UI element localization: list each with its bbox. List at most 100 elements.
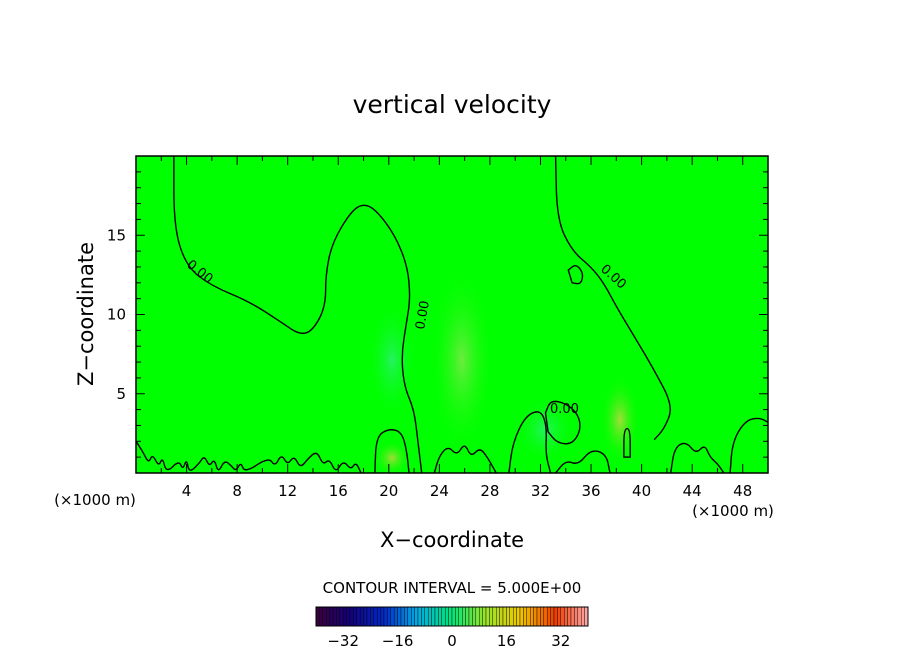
mid-right-closed-contour (544, 400, 581, 445)
colorbar-cell (319, 606, 323, 627)
y-tick-label: 10 (107, 306, 126, 324)
updraft-shade (430, 265, 494, 455)
ground-contour-mid (433, 445, 497, 473)
colorbar-cell (431, 606, 436, 627)
x-tick-label: 16 (329, 482, 348, 500)
colorbar-cell (502, 606, 507, 627)
x-tick-label: 24 (430, 482, 449, 500)
colorbar-cell (519, 606, 524, 627)
colorbar-cell (346, 606, 351, 627)
colorbar-cell (404, 606, 408, 627)
colorbar-cell (506, 606, 510, 627)
x-unit-right: (×1000 m) (692, 502, 774, 520)
colorbar-cell (489, 606, 493, 627)
colorbar-cell (496, 606, 500, 627)
colorbar-cell (462, 606, 466, 627)
contour-label: 0.00 (550, 402, 579, 417)
colorbar-cell (448, 606, 453, 627)
colorbar-cell (472, 606, 476, 627)
colorbar-cell (366, 606, 371, 627)
colorbar-cell (533, 606, 538, 627)
x-tick-label: 20 (379, 482, 398, 500)
colorbar-cell (516, 606, 521, 627)
x-tick-label: 40 (632, 482, 651, 500)
colorbar-cell (543, 606, 548, 627)
colorbar-cell (455, 606, 459, 627)
colorbar-cell (417, 606, 422, 627)
colorbar-cell (577, 606, 582, 627)
colorbar-cell (536, 606, 541, 627)
y-tick-label: 5 (116, 385, 126, 403)
x-tick-label: 8 (232, 482, 242, 500)
chart-title: vertical velocity (353, 90, 552, 119)
colorbar-cell (421, 606, 425, 627)
colorbar-cell (383, 606, 388, 627)
colorbar-cell (322, 606, 327, 627)
colorbar-cell (553, 606, 558, 627)
y-tick-label: 15 (107, 226, 126, 244)
colorbar-cell (377, 606, 381, 627)
x-tick-label: 48 (733, 482, 752, 500)
x-tick-label: 32 (531, 482, 550, 500)
colorbar-frame (315, 606, 589, 627)
x-axis-label: X−coordinate (380, 528, 524, 552)
colorbar-cell (560, 606, 565, 627)
ground-contour-left (136, 440, 362, 473)
velocity-shading (136, 156, 768, 473)
updraft-shade-right (600, 375, 640, 465)
colorbar-tick-label: 0 (447, 632, 457, 650)
colorbar-cell (360, 606, 364, 627)
colorbar-cell (564, 606, 568, 627)
colorbar-cell (482, 606, 487, 627)
colorbar-cell (513, 606, 517, 627)
colorbar-cell (390, 606, 395, 627)
colorbar-cell (485, 606, 490, 627)
colorbar-cell (434, 606, 439, 627)
colorbar-cell (550, 606, 555, 627)
colorbar-cell (329, 606, 334, 627)
colorbar-cell (584, 606, 589, 627)
colorbar-cell (567, 606, 572, 627)
colorbar-cell (499, 606, 504, 627)
colorbar-cell (475, 606, 480, 627)
colorbar-cell (336, 606, 340, 627)
colorbar-tick-label: 16 (497, 632, 516, 650)
x-tick-label: 36 (581, 482, 600, 500)
colorbar-cell (394, 606, 398, 627)
colorbar-cell (326, 606, 330, 627)
colorbar-cell (468, 606, 473, 627)
x-tick-label: 28 (480, 482, 499, 500)
colorbar-cell (530, 606, 534, 627)
colorbar-tick-labels: −32 −16 0 16 32 (327, 632, 570, 650)
x-tick-label: 4 (182, 482, 192, 500)
upper-right-closed-contour (567, 265, 584, 285)
far-right-contour (729, 417, 768, 473)
colorbar-cell (526, 606, 531, 627)
y-tick-labels: 5 10 15 (107, 226, 126, 403)
colorbar-cell (407, 606, 412, 627)
colorbar-cell (315, 606, 320, 627)
colorbar-cell (451, 606, 456, 627)
x-tick-label: 12 (278, 482, 297, 500)
colorbar-cell (356, 606, 361, 627)
y-axis-label: Z−coordinate (74, 242, 98, 386)
colorbar-cell (414, 606, 419, 627)
colorbar-cell (438, 606, 442, 627)
colorbar-cell (570, 606, 575, 627)
colorbar-cell (353, 606, 357, 627)
contour-interval-text: CONTOUR INTERVAL = 5.000E+00 (323, 579, 582, 597)
colorbar-cell (349, 606, 354, 627)
colorbar-cell (424, 606, 429, 627)
colorbar (315, 606, 589, 627)
right-zero-contour (554, 156, 671, 441)
colorbar-cell (479, 606, 483, 627)
x-unit-left: (×1000 m) (54, 491, 136, 509)
axis-ticks (136, 156, 768, 473)
x-tick-label: 44 (683, 482, 702, 500)
colorbar-tick-label: 32 (551, 632, 570, 650)
ground-contour-far-right (670, 442, 725, 473)
colorbar-cell (387, 606, 391, 627)
low-updraft-shade (374, 440, 410, 473)
left-zero-contour (173, 156, 423, 473)
colorbar-cell (492, 606, 497, 627)
